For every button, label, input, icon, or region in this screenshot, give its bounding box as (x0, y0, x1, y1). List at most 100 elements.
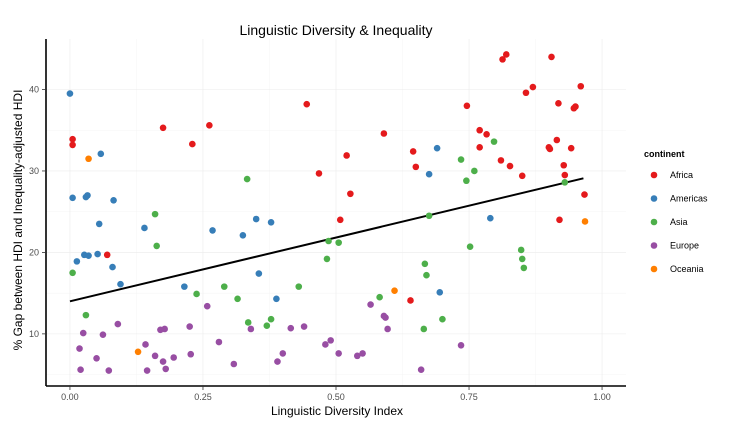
data-point (97, 150, 105, 158)
data-point (499, 56, 506, 63)
data-point (244, 319, 252, 326)
legend-label-africa: Africa (670, 170, 693, 180)
legend-key-africa (650, 171, 658, 179)
y-tick-label: 40 (29, 85, 39, 95)
data-point (109, 263, 116, 271)
legend-key-europe (650, 242, 658, 249)
data-point (181, 283, 188, 290)
data-point (359, 350, 366, 357)
data-point (273, 295, 280, 303)
data-point (506, 162, 514, 170)
x-tick-label: 0.00 (61, 392, 79, 402)
data-point (143, 367, 151, 374)
data-point (548, 53, 555, 61)
legend-key-americas (650, 195, 658, 202)
data-point (483, 131, 490, 138)
series-africa (69, 51, 588, 304)
data-point (215, 338, 223, 346)
data-point (529, 83, 537, 91)
data-point (561, 171, 569, 179)
data-point (189, 140, 196, 148)
data-points (66, 51, 589, 374)
data-point (69, 194, 76, 202)
data-point (335, 239, 342, 246)
data-point (490, 138, 498, 145)
data-point (476, 126, 483, 134)
legend: continent Africa Americas Asia Europe Oceani… (644, 149, 708, 274)
data-point (546, 145, 554, 153)
data-point (407, 297, 414, 304)
data-point (93, 355, 100, 362)
legend-key-oceania (650, 265, 658, 273)
series-oceania (85, 155, 589, 356)
data-point (267, 315, 275, 323)
legend-label-asia: Asia (670, 217, 688, 227)
legend-label-americas: Americas (670, 194, 708, 204)
data-point (95, 220, 103, 228)
data-point (315, 170, 323, 177)
data-point (82, 311, 90, 319)
data-point (323, 255, 331, 263)
data-point (134, 348, 142, 356)
data-point (425, 212, 433, 220)
data-point (409, 148, 417, 155)
data-point (263, 322, 271, 330)
data-point (114, 320, 122, 328)
data-point (85, 155, 92, 163)
data-point (417, 366, 425, 374)
data-point (487, 214, 494, 222)
data-point (560, 161, 568, 169)
data-point (353, 352, 361, 360)
data-point (279, 350, 287, 357)
data-point (99, 331, 107, 338)
data-point (322, 341, 329, 348)
data-point (94, 250, 101, 258)
data-point (457, 341, 465, 349)
chart-title: Linguistic Diversity & Inequality (240, 22, 433, 38)
data-point (382, 314, 389, 321)
data-point (336, 216, 344, 224)
legend-label-europe: Europe (670, 241, 699, 251)
data-point (325, 237, 332, 245)
data-point (159, 124, 167, 132)
data-point (79, 329, 87, 337)
y-tick-label: 10 (29, 329, 39, 339)
data-point (553, 136, 561, 144)
data-point (471, 167, 478, 175)
data-point (206, 122, 213, 129)
data-point (436, 289, 444, 296)
data-point (561, 179, 569, 186)
data-point (555, 100, 562, 107)
data-point (247, 325, 255, 333)
data-point (457, 156, 465, 163)
data-point (153, 242, 160, 250)
legend-title: continent (644, 149, 685, 159)
data-point (73, 258, 81, 265)
data-point (203, 302, 211, 310)
data-point (466, 243, 474, 251)
data-point (420, 325, 428, 333)
data-point (239, 232, 247, 239)
x-axis-title: Linguistic Diversity Index (271, 404, 403, 418)
data-point (69, 269, 76, 277)
data-point (380, 130, 388, 137)
data-point (69, 141, 76, 149)
x-tick-label: 0.25 (194, 392, 212, 402)
data-point (141, 224, 148, 232)
data-point (567, 144, 575, 152)
data-point (335, 350, 342, 357)
data-point (577, 82, 585, 90)
data-point (433, 144, 441, 152)
series-asia (69, 138, 569, 333)
data-point (376, 293, 383, 301)
x-tick-label: 0.75 (460, 392, 478, 402)
data-point (556, 216, 563, 224)
data-point (66, 90, 74, 97)
data-point (209, 227, 216, 234)
data-point (581, 218, 589, 225)
data-point (517, 246, 525, 254)
data-point (463, 177, 470, 185)
data-point (161, 325, 168, 333)
